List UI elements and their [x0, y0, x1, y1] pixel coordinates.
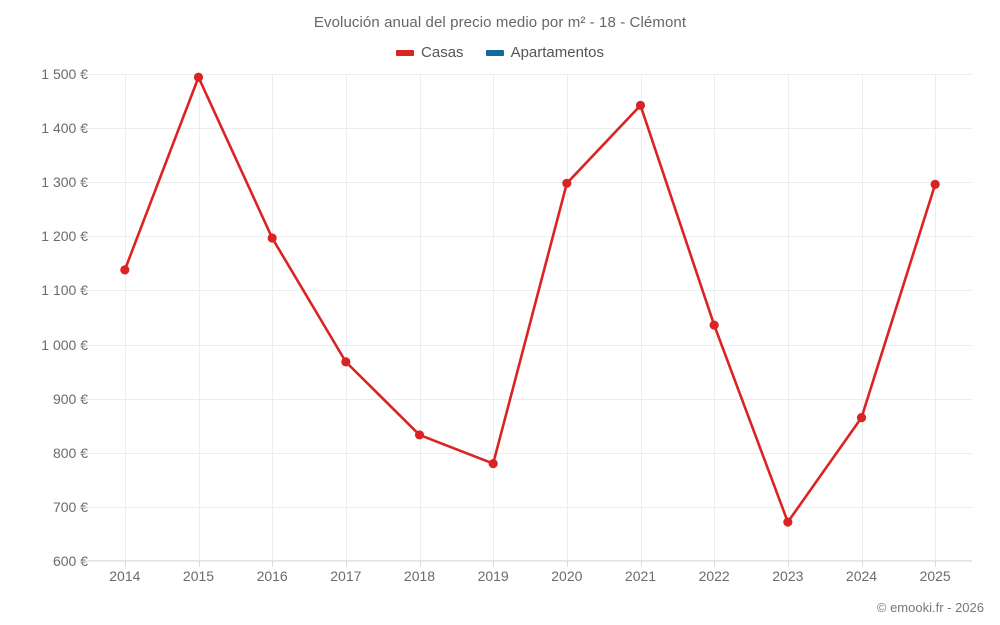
x-axis-tick-label: 2022	[698, 568, 730, 584]
gridline-vertical	[419, 74, 421, 561]
y-axis-tick-mark	[80, 182, 88, 184]
y-axis-tick-mark	[80, 561, 88, 562]
y-axis-tick-mark	[80, 74, 88, 75]
gridline-horizontal	[88, 236, 972, 238]
gridline-horizontal	[88, 128, 972, 130]
gridline-vertical	[124, 74, 126, 561]
data-point[interactable]	[930, 179, 940, 189]
gridline-vertical	[787, 74, 789, 561]
x-axis-tick-label: 2018	[403, 568, 436, 584]
gridline-vertical	[198, 74, 200, 561]
data-point[interactable]	[488, 459, 498, 469]
x-axis-tick-label: 2025	[919, 568, 951, 584]
gridline-horizontal	[88, 182, 972, 184]
x-axis-tick-label: 2023	[772, 568, 804, 584]
x-axis-tick-mark	[566, 561, 568, 567]
data-point[interactable]	[783, 517, 793, 527]
legend-swatch-casas	[396, 49, 415, 56]
gridline-vertical	[861, 74, 863, 561]
x-axis-tick-label: 2016	[256, 568, 288, 584]
data-point[interactable]	[562, 178, 572, 188]
y-axis-tick-mark	[80, 236, 88, 238]
gridline-horizontal	[88, 452, 972, 454]
legend-item-casas[interactable]: Casas	[396, 44, 464, 61]
gridline-horizontal	[88, 506, 972, 508]
legend-swatch-apartamentos	[485, 49, 504, 56]
plot-area	[88, 74, 972, 562]
y-axis-tick-mark	[80, 452, 88, 454]
gridline-vertical	[493, 74, 495, 561]
data-point[interactable]	[709, 320, 719, 330]
data-point[interactable]	[341, 357, 351, 367]
y-axis-tick-label: 800 €	[52, 444, 88, 461]
y-axis-tick-label: 600 €	[52, 553, 88, 569]
x-axis-tick-label: 2015	[182, 568, 215, 584]
x-axis-line	[88, 560, 972, 561]
gridline-horizontal	[88, 561, 972, 562]
y-axis-tick-label: 1 100 €	[41, 282, 88, 299]
x-axis-tick-mark	[124, 561, 126, 567]
y-axis-tick-mark	[80, 344, 88, 346]
x-axis-tick-label: 2017	[330, 568, 362, 584]
x-axis-tick-label: 2014	[109, 568, 141, 584]
x-axis-tick-mark	[714, 561, 716, 567]
x-axis-tick-mark	[345, 561, 347, 567]
x-axis-tick-label: 2020	[551, 568, 583, 584]
gridline-vertical	[640, 74, 642, 561]
y-axis-tick-label: 1 500 €	[41, 66, 88, 82]
gridline-horizontal	[88, 398, 972, 400]
data-point[interactable]	[193, 72, 204, 82]
x-axis-tick-mark	[198, 561, 200, 567]
gridline-vertical	[345, 74, 347, 561]
x-axis-tick-label: 2021	[624, 568, 657, 584]
gridline-vertical	[272, 74, 274, 561]
data-point[interactable]	[267, 233, 277, 243]
gridline-vertical	[566, 74, 568, 561]
y-axis-tick-label: 900 €	[52, 390, 88, 407]
x-axis-tick-mark	[861, 561, 863, 567]
y-axis-tick-mark	[80, 506, 88, 508]
y-axis-tick-label: 1 200 €	[41, 228, 88, 245]
series-line	[123, 75, 937, 524]
y-axis-tick-label: 700 €	[52, 498, 88, 515]
gridline-horizontal	[88, 74, 972, 75]
footer-credit: © emooki.fr - 2026	[876, 600, 984, 615]
data-point[interactable]	[414, 430, 425, 440]
chart-title: Evolución anual del precio medio por m² …	[313, 14, 687, 31]
legend-label-apartamentos: Apartamentos	[510, 44, 604, 61]
data-point[interactable]	[120, 265, 130, 275]
y-axis-tick-mark	[80, 398, 88, 400]
x-axis-tick-mark	[419, 561, 421, 567]
y-axis-tick-label: 1 300 €	[41, 174, 88, 191]
x-axis-tick-mark	[272, 561, 274, 567]
y-axis-tick-mark	[80, 290, 88, 292]
x-axis-tick-label: 2024	[845, 568, 878, 584]
x-axis-tick-mark	[787, 561, 789, 567]
x-axis-tick-mark	[935, 561, 937, 567]
x-axis-tick-mark	[640, 561, 642, 567]
chart-legend: Casas Apartamentos	[0, 44, 1000, 61]
data-point[interactable]	[635, 100, 646, 110]
gridline-vertical	[714, 74, 716, 561]
y-axis-tick-label: 1 400 €	[41, 120, 88, 137]
y-axis-tick-label: 1 000 €	[41, 336, 88, 353]
y-axis-tick-mark	[80, 128, 88, 130]
legend-label-casas: Casas	[421, 44, 464, 61]
gridline-horizontal	[88, 344, 972, 346]
legend-item-apartamentos[interactable]: Apartamentos	[485, 44, 604, 61]
x-axis-tick-mark	[493, 561, 495, 567]
gridline-horizontal	[88, 290, 972, 292]
x-axis-tick-label: 2019	[477, 568, 509, 584]
gridline-vertical	[935, 74, 937, 561]
data-point[interactable]	[856, 413, 867, 423]
